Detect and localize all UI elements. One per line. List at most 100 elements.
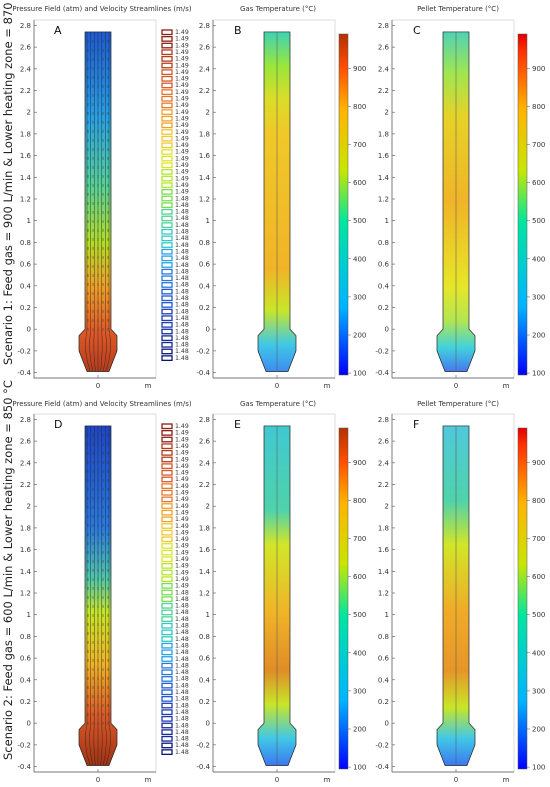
pressure-legend-swatch (161, 42, 173, 49)
pressure-legend-swatch (161, 582, 173, 589)
pressure-legend-swatch (161, 636, 173, 642)
pressure-legend-label: 1.48 (175, 603, 189, 610)
pressure-legend-label: 1.49 (175, 182, 189, 189)
pressure-legend-label: 1.49 (175, 76, 189, 83)
y-tick-label: 1.4 (20, 174, 32, 182)
panel-letter-e: E (234, 418, 241, 431)
pressure-legend-swatch (161, 503, 173, 509)
y-tick-label: -0.4 (17, 763, 31, 771)
panel-title-b: Gas Temperature (°C) (240, 5, 316, 13)
panel-letter-b: B (234, 24, 242, 37)
colorbar-tick-label: 500 (353, 611, 366, 619)
colorbar-tick-label: 100 (532, 370, 545, 378)
panel-title-f: Pellet Temperature (°C) (417, 400, 499, 408)
y-tick-label: 2.2 (20, 87, 31, 95)
pressure-legend-label: 1.48 (175, 268, 189, 275)
pressure-legend-swatch (161, 29, 173, 36)
y-tick-label: 2.8 (199, 22, 210, 30)
pressure-legend-swatch (161, 55, 173, 62)
y-tick-label: 1.6 (199, 152, 211, 160)
pressure-legend-swatch (161, 301, 173, 308)
y-tick-label: 2.2 (199, 87, 210, 95)
y-tick-label: -0.2 (196, 741, 210, 749)
y-tick-label: -0.2 (17, 741, 31, 749)
y-tick-label: 2.8 (378, 22, 389, 30)
pressure-legend-label: 1.48 (175, 355, 189, 362)
colorbar-tick-label: 400 (532, 649, 545, 657)
pressure-legend-label: 1.48 (175, 235, 189, 242)
pressure-legend-swatch (161, 429, 173, 436)
pressure-legend-swatch (161, 536, 173, 543)
streamline (85, 425, 91, 766)
y-tick-label: 0.2 (378, 304, 389, 312)
pressure-legend-label: 1.49 (175, 563, 189, 570)
pressure-legend-label: 1.49 (175, 36, 189, 43)
y-tick-label: 1 (27, 217, 31, 225)
colorbar-tick-label: 200 (532, 331, 545, 339)
pressure-legend-swatch (161, 109, 173, 115)
y-tick-label: 2.6 (20, 44, 32, 52)
pressure-legend-label: 1.49 (175, 115, 189, 122)
pressure-legend-swatch (161, 95, 173, 102)
x-unit-label: m (145, 382, 152, 390)
y-tick-label: -0.4 (375, 369, 389, 377)
pressure-legend-swatch (161, 282, 173, 288)
pressure-legend-label: 1.49 (175, 423, 189, 430)
colorbar-tick-label: 900 (532, 459, 545, 467)
y-tick-label: 2.4 (20, 459, 32, 467)
pressure-legend-label: 1.49 (175, 556, 189, 563)
y-tick-label: 0.2 (20, 304, 31, 312)
x-unit-label: m (503, 382, 510, 390)
y-tick-label: 0 (27, 326, 31, 334)
pressure-legend-swatch (161, 308, 173, 315)
y-tick-label: 0.6 (20, 655, 32, 663)
y-tick-label: 0.2 (20, 698, 31, 706)
y-tick-label: 0.8 (378, 239, 389, 247)
pressure-legend-label: 1.48 (175, 209, 189, 216)
pressure-legend-swatch (161, 656, 173, 662)
x-tick-label: 0 (275, 776, 279, 784)
pressure-legend-label: 1.48 (175, 589, 189, 596)
y-tick-label: 1 (206, 611, 210, 619)
y-tick-label: 0.8 (199, 633, 210, 641)
pressure-legend-label: 1.48 (175, 308, 189, 315)
y-tick-label: 2.2 (199, 481, 210, 489)
streamline (93, 425, 96, 766)
pressure-legend-swatch (161, 702, 173, 709)
pressure-legend-swatch (161, 208, 173, 215)
y-tick-label: 1 (385, 611, 389, 619)
y-tick-label: 2.8 (199, 416, 210, 424)
pressure-legend-swatch (161, 489, 173, 496)
colorbar-tick-label: 300 (532, 687, 545, 695)
pressure-legend-swatch (161, 689, 173, 696)
temperature-colorbar (338, 33, 349, 376)
y-tick-label: 2.2 (378, 87, 389, 95)
y-tick-label: 1.8 (378, 524, 389, 532)
pressure-legend-swatch (161, 315, 173, 322)
pressure-legend-swatch (161, 596, 173, 603)
pressure-legend-swatch (161, 248, 173, 255)
colorbar-tick-label: 800 (353, 497, 366, 505)
pressure-legend-label: 1.48 (175, 636, 189, 643)
pressure-legend-swatch (161, 443, 173, 450)
pressure-legend-label: 1.49 (175, 149, 189, 156)
pressure-legend-label: 1.49 (175, 463, 189, 470)
row-label-scenario-1: Scenario 1: Feed gas = 900 L/min & Lower… (1, 0, 15, 365)
pressure-legend-swatch (161, 729, 173, 736)
pressure-legend-swatch (161, 642, 173, 649)
y-tick-label: -0.2 (17, 347, 31, 355)
pressure-legend-label: 1.48 (175, 322, 189, 329)
pressure-legend-label: 1.49 (175, 516, 189, 523)
pressure-legend-label: 1.48 (175, 682, 189, 689)
pressure-legend-swatch (161, 616, 173, 622)
colorbar-tick-label: 300 (532, 293, 545, 301)
pressure-legend-swatch (161, 576, 173, 583)
y-tick-label: 0.4 (199, 676, 211, 684)
streamline (102, 31, 107, 372)
y-tick-label: 1.4 (199, 174, 211, 182)
y-tick-label: -0.2 (375, 741, 389, 749)
pressure-legend-label: 1.49 (175, 49, 189, 56)
y-tick-label: 2 (385, 109, 389, 117)
pressure-legend-swatch (161, 456, 173, 463)
pressure-legend-label: 1.49 (175, 135, 189, 142)
